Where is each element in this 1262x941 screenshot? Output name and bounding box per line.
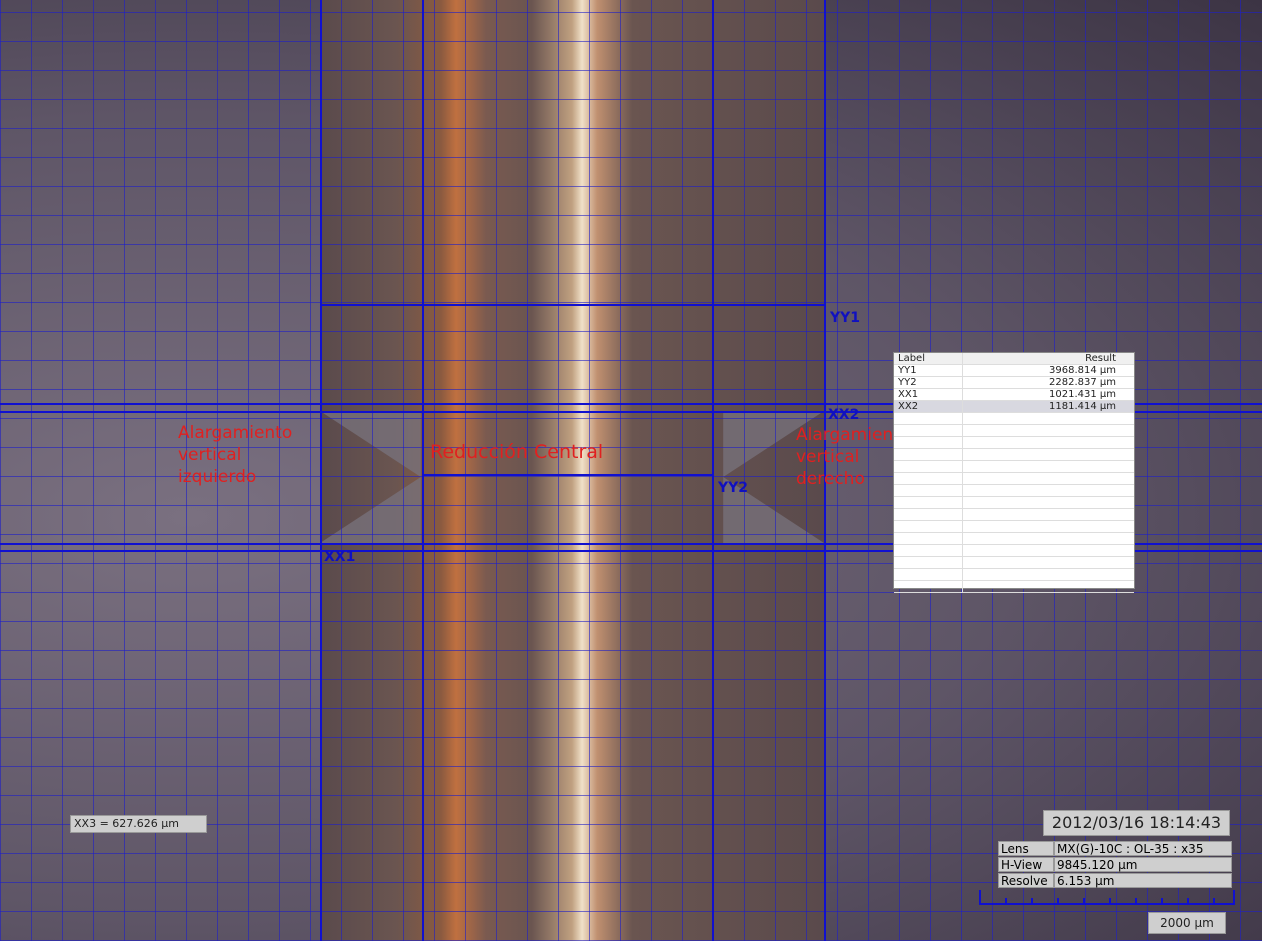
measure-label: XX2 [828,407,859,423]
scale-label: 2000 μm [1148,912,1226,934]
microscope-view: YY1 YY2 XX1 XX2 Alargamiento vertical iz… [0,0,1262,941]
empty-row [894,473,1134,485]
table-cell: 3968.814 μm [963,365,1134,376]
info-key: Lens [998,841,1054,856]
empty-row [894,533,1134,545]
empty-row [894,425,1134,437]
empty-row [894,461,1134,473]
empty-row [894,509,1134,521]
table-cell: YY2 [894,377,963,388]
info-key: Resolve [998,873,1054,888]
annotation-line: Alargamiento [178,422,292,444]
measure-label: YY1 [830,310,860,326]
measure-label: YY2 [718,480,748,496]
header-cell: Result [963,353,1134,364]
empty-row [894,545,1134,557]
annotation: Alargamiento vertical izquierdo [178,422,292,488]
empty-row [894,413,1134,425]
header-cell: Label [894,353,963,364]
empty-row [894,557,1134,569]
empty-row [894,497,1134,509]
info-value: MX(G)-10C : OL-35 : x35 [1054,841,1232,856]
empty-row [894,569,1134,581]
table-cell: 1021.431 μm [963,389,1134,400]
annotation-line: izquierdo [178,466,292,488]
empty-row [894,485,1134,497]
table-cell: 2282.837 μm [963,377,1134,388]
table-header: Label Result [894,353,1134,365]
measure-line [422,0,424,941]
info-key: H-View [998,857,1054,872]
table-cell: XX2 [894,401,963,412]
table-cell: YY1 [894,365,963,376]
timestamp: 2012/03/16 18:14:43 [1043,810,1230,836]
measure-line [712,0,714,941]
measure-line [422,474,712,476]
table-cell: XX1 [894,389,963,400]
xx3-readout: XX3 = 627.626 μm [70,815,207,833]
empty-row [894,437,1134,449]
measure-label: XX1 [324,549,355,565]
measure-line [320,0,322,941]
info-value: 6.153 μm [1054,873,1232,888]
annotation: Reducción Central [430,441,603,463]
empty-row [894,581,1134,593]
info-value: 9845.120 μm [1054,857,1232,872]
annotation-line: vertical [178,444,292,466]
measure-line [320,304,824,306]
empty-row [894,449,1134,461]
empty-row [894,521,1134,533]
scale-bar [978,888,1238,908]
table-cell: 1181.414 μm [963,401,1134,412]
